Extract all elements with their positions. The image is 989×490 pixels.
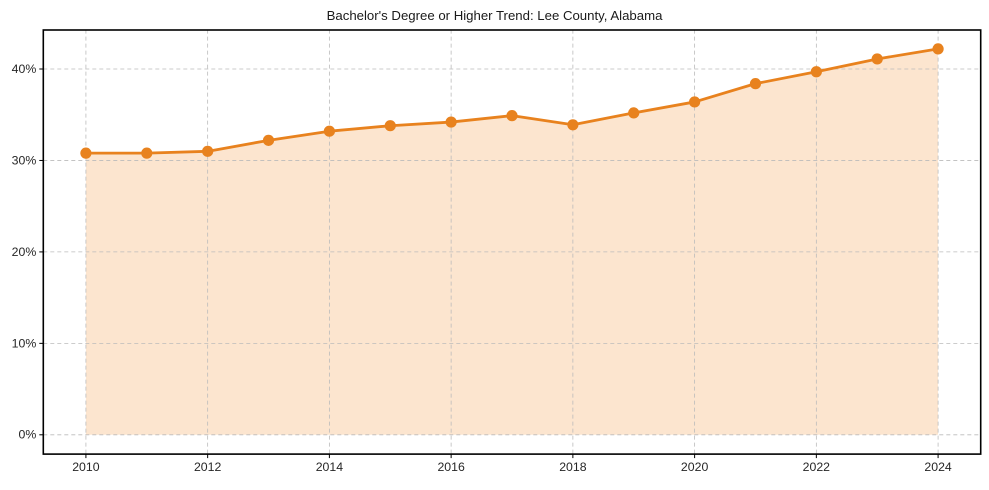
svg-text:2018: 2018 <box>559 460 587 474</box>
svg-text:2012: 2012 <box>194 460 222 474</box>
svg-text:0%: 0% <box>19 428 37 442</box>
svg-text:40%: 40% <box>12 62 37 76</box>
svg-text:2016: 2016 <box>437 460 465 474</box>
svg-text:2020: 2020 <box>681 460 709 474</box>
svg-text:2010: 2010 <box>72 460 100 474</box>
svg-text:2022: 2022 <box>803 460 831 474</box>
svg-text:2014: 2014 <box>316 460 344 474</box>
svg-text:30%: 30% <box>12 153 37 167</box>
svg-text:10%: 10% <box>12 336 37 350</box>
svg-text:2024: 2024 <box>924 460 952 474</box>
svg-text:20%: 20% <box>12 245 37 259</box>
